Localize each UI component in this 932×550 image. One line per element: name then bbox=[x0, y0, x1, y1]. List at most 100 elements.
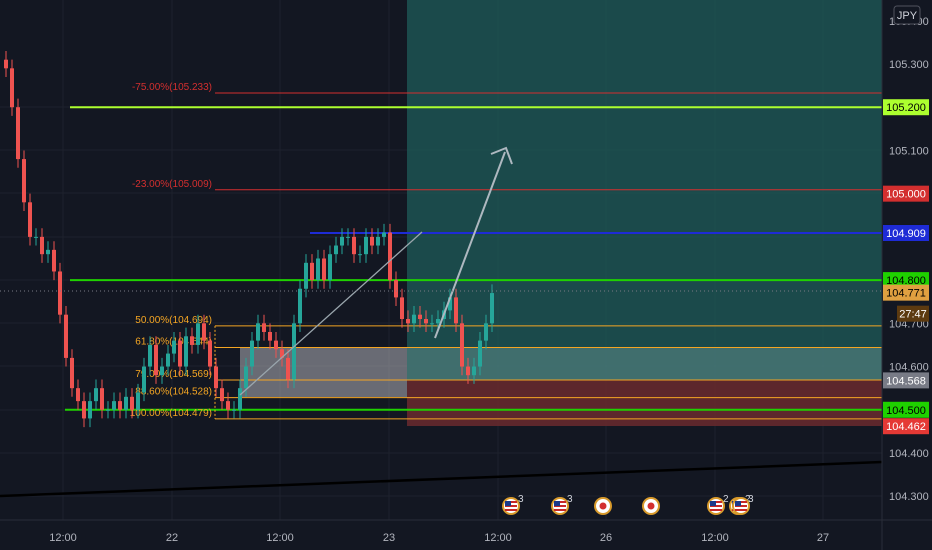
candle-body bbox=[196, 323, 200, 345]
candle-body bbox=[142, 366, 146, 393]
countdown-badge bbox=[897, 305, 929, 322]
price-badge bbox=[883, 272, 929, 289]
us-flag-icon[interactable]: 3 bbox=[732, 494, 754, 515]
candle-body bbox=[448, 297, 452, 311]
us-flag-icon[interactable]: 2 bbox=[707, 494, 729, 515]
candle-body bbox=[412, 314, 416, 324]
candle-body bbox=[418, 314, 422, 320]
price-tick-label: 105.300 bbox=[889, 59, 929, 71]
time-tick-label: 26 bbox=[600, 532, 612, 544]
candle-body bbox=[238, 388, 242, 410]
price-badge bbox=[883, 224, 929, 241]
candle-body bbox=[130, 396, 134, 410]
candle-body bbox=[118, 401, 122, 410]
candle-body bbox=[358, 254, 362, 256]
candle-body bbox=[4, 59, 8, 69]
price-axis[interactable] bbox=[882, 0, 932, 520]
price-badge-label: 104.800 bbox=[886, 275, 926, 287]
candle-body bbox=[166, 353, 170, 367]
fib-level-label: 50.00%(104.694) bbox=[135, 315, 212, 326]
candle-body bbox=[274, 340, 278, 350]
candle-body bbox=[178, 340, 182, 367]
time-tick-label: 12:00 bbox=[701, 532, 729, 544]
candle-body bbox=[232, 409, 236, 411]
time-axis[interactable] bbox=[0, 520, 932, 550]
candle-body bbox=[286, 357, 290, 380]
candle-body bbox=[298, 288, 302, 324]
horizontal-lines[interactable] bbox=[65, 106, 882, 411]
candle-body bbox=[400, 297, 404, 320]
arrow-head-icon bbox=[490, 146, 513, 165]
candle-body bbox=[268, 331, 272, 341]
candle-body bbox=[346, 236, 350, 238]
price-badge-label: 104.568 bbox=[886, 375, 926, 387]
price-badge bbox=[883, 284, 929, 301]
candle-body bbox=[220, 388, 224, 402]
candle-body bbox=[364, 236, 368, 255]
trend-line[interactable] bbox=[0, 460, 883, 498]
candle-body bbox=[406, 319, 410, 324]
candle-body bbox=[136, 392, 140, 410]
fib-level-label: -75.00%(105.233) bbox=[132, 82, 212, 93]
time-axis-ticks: 12:00 22 12:00 23 12:00 26 12:00 27 bbox=[49, 532, 829, 544]
candle-body bbox=[34, 236, 38, 238]
event-count: 3 bbox=[567, 494, 573, 505]
entry-zone[interactable] bbox=[407, 348, 882, 380]
us-flag-icon[interactable]: 3 bbox=[502, 494, 524, 515]
price-badge bbox=[883, 185, 929, 202]
candle-body bbox=[304, 262, 308, 289]
economic-events[interactable]: 3 3 2 23 bbox=[502, 494, 754, 515]
price-badge-label: 104.500 bbox=[886, 405, 926, 417]
candle-body bbox=[172, 340, 176, 354]
japan-flag-icon[interactable] bbox=[642, 497, 660, 515]
fib-level-label: -23.00%(105.009) bbox=[132, 179, 212, 190]
price-badge-label: 104.462 bbox=[886, 421, 926, 433]
candle-body bbox=[100, 388, 104, 410]
candle-body bbox=[394, 280, 398, 298]
forecast-arrow[interactable] bbox=[434, 151, 506, 339]
candle-body bbox=[454, 297, 458, 324]
candle-body bbox=[46, 249, 50, 255]
candle-body bbox=[436, 319, 440, 324]
candle-body bbox=[382, 232, 386, 237]
us-flag-icon[interactable]: 3 bbox=[551, 494, 573, 515]
candle-body bbox=[64, 314, 68, 358]
candle-body bbox=[370, 236, 374, 246]
candle-body bbox=[112, 401, 116, 410]
currency-label: JPY bbox=[897, 10, 918, 22]
event-count: 3 bbox=[748, 494, 754, 505]
candle-body bbox=[202, 323, 206, 341]
time-tick-label: 22 bbox=[166, 532, 178, 544]
fib-shaded-band bbox=[240, 348, 407, 397]
stop-zone[interactable] bbox=[407, 380, 882, 426]
fib-level-label: 100.00%(104.479) bbox=[130, 408, 212, 419]
candle-body bbox=[124, 396, 128, 410]
candle-body bbox=[76, 388, 80, 402]
candle-body bbox=[190, 336, 194, 345]
candle-body bbox=[490, 293, 494, 324]
price-tick-label: 105.100 bbox=[889, 145, 929, 157]
candle-body bbox=[376, 236, 380, 246]
japan-flag-icon[interactable] bbox=[594, 497, 612, 515]
candle-body bbox=[322, 258, 326, 281]
fib-trend-line[interactable] bbox=[239, 231, 423, 396]
candle-body bbox=[184, 336, 188, 367]
candle-body bbox=[22, 159, 26, 203]
countdown-label: 27:47 bbox=[899, 309, 927, 321]
currency-button[interactable]: JPY bbox=[893, 5, 921, 25]
candle-body bbox=[328, 254, 332, 281]
candle-body bbox=[208, 340, 212, 367]
candle-body bbox=[28, 202, 32, 237]
price-badge bbox=[883, 372, 929, 389]
price-badge-label: 105.200 bbox=[886, 102, 926, 114]
event-count: 3 bbox=[518, 494, 524, 505]
candle-body bbox=[94, 388, 98, 402]
time-tick-label: 12:00 bbox=[49, 532, 77, 544]
candle-body bbox=[148, 344, 152, 367]
candle-body bbox=[214, 366, 218, 389]
price-badge-label: 104.909 bbox=[886, 228, 926, 240]
candle-body bbox=[316, 258, 320, 281]
candle-body bbox=[106, 409, 110, 411]
